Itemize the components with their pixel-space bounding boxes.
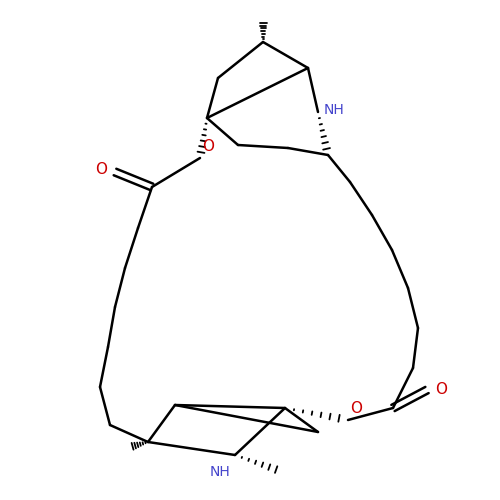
Text: NH: NH [324, 103, 345, 117]
Text: O: O [202, 139, 214, 154]
Text: NH: NH [209, 465, 230, 479]
Text: O: O [435, 382, 447, 398]
Text: O: O [95, 162, 107, 178]
Text: O: O [350, 401, 362, 416]
